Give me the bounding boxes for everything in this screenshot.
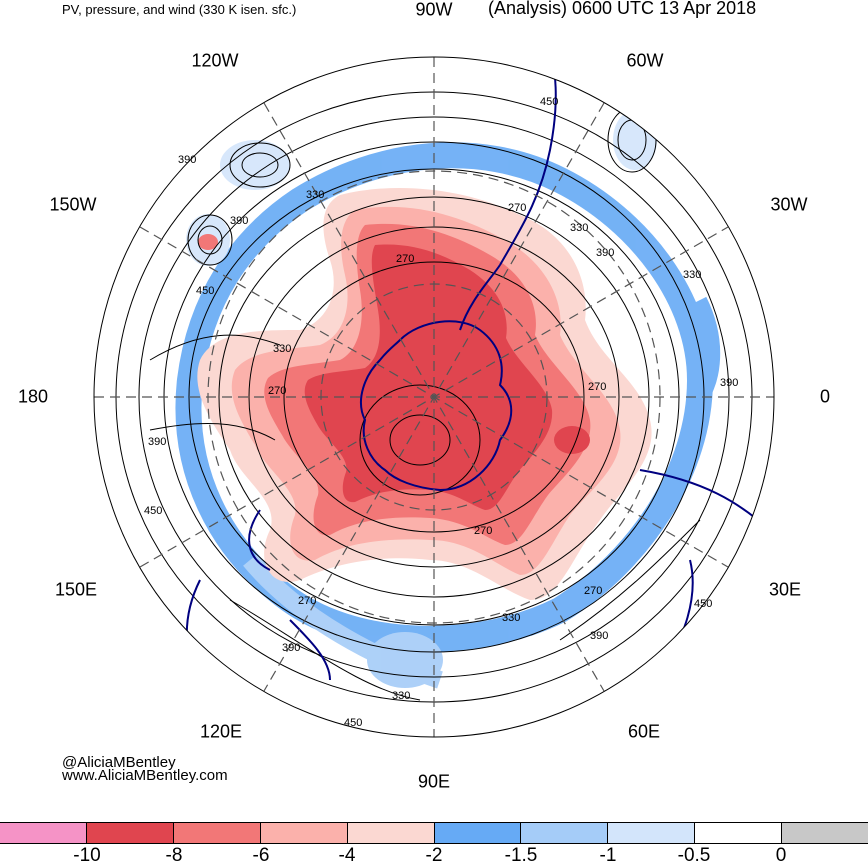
contour-labels: 450 390 330 390 270 330 390 270 450 330 … [144,96,738,729]
lon-label-150e: 150E [54,579,98,600]
colorbar [0,822,868,844]
contour-label: 450 [144,505,162,517]
colorbar-swatch [434,823,522,843]
colorbar-swatch [347,823,435,843]
map-subtitle: PV, pressure, and wind (330 K isen. sfc.… [62,2,297,17]
coastlines [185,57,774,681]
contour-label: 450 [540,96,558,108]
lon-label-0: 0 [819,386,831,407]
colorbar-tick-label: -2 [425,845,443,866]
colorbar-tick-label: -0.5 [677,845,711,866]
colorbar-swatch [86,823,174,843]
contour-label: 390 [596,247,614,259]
contour-label: 330 [392,690,410,702]
colorbar-tick-label: -4 [338,845,356,866]
graticule [94,57,774,737]
colorbar-tick-label: -10 [73,845,101,866]
contour-label: 270 [268,385,286,397]
colorbar-swatch [695,823,783,843]
contour-label: 270 [298,595,316,607]
lon-label-60e: 60E [627,721,661,742]
lon-label-90w: 90W [415,0,453,20]
contour-label: 270 [396,253,414,265]
contour-label: 390 [178,154,196,166]
contour-label: 270 [584,585,602,597]
contour-label: 450 [196,285,214,297]
map-disk [94,57,774,737]
credit-website: www.AliciaMBentley.com [62,767,228,784]
lon-label-150w: 150W [49,194,97,215]
lon-label-60w: 60W [626,50,664,71]
contour-label: 390 [230,215,248,227]
contour-label: 390 [720,377,738,389]
lon-label-180: 180 [17,386,49,407]
lon-label-30w: 30W [770,194,808,215]
colorbar-tick-label: -1.5 [504,845,538,866]
contour-label: 330 [273,343,291,355]
polar-map: 450 390 330 390 270 330 390 270 450 330 … [93,56,775,738]
contour-label: 390 [148,436,166,448]
map-boundary [93,56,775,738]
colorbar-tick-label: -1 [599,845,617,866]
contour-label: 330 [306,189,324,201]
colorbar-swatch [521,823,609,843]
lon-label-90e: 90E [417,771,451,792]
contour-label: 450 [694,598,712,610]
colorbar-tick-label: 0 [775,845,787,866]
lon-label-30e: 30E [768,579,802,600]
contour-label: 330 [683,269,701,281]
contour-label: 390 [282,642,300,654]
credit-handle: @AliciaMBentley [62,754,176,771]
colorbar-tick-label: -6 [252,845,270,866]
contour-label: 330 [570,222,588,234]
colorbar-tick-label: -8 [165,845,183,866]
contour-label: 270 [588,381,606,393]
colorbar-swatch [782,823,868,843]
lon-label-120e: 120E [199,721,243,742]
contour-label: 330 [502,612,520,624]
colorbar-swatch [260,823,348,843]
contour-label: 450 [344,717,362,729]
colorbar-swatch [0,823,87,843]
contour-label: 270 [508,202,526,214]
colorbar-swatch [173,823,261,843]
contour-label: 270 [474,525,492,537]
map-title: (Analysis) 0600 UTC 13 Apr 2018 [488,0,757,18]
contour-label: 390 [590,630,608,642]
lon-label-120w: 120W [191,50,239,71]
colorbar-swatch [608,823,696,843]
